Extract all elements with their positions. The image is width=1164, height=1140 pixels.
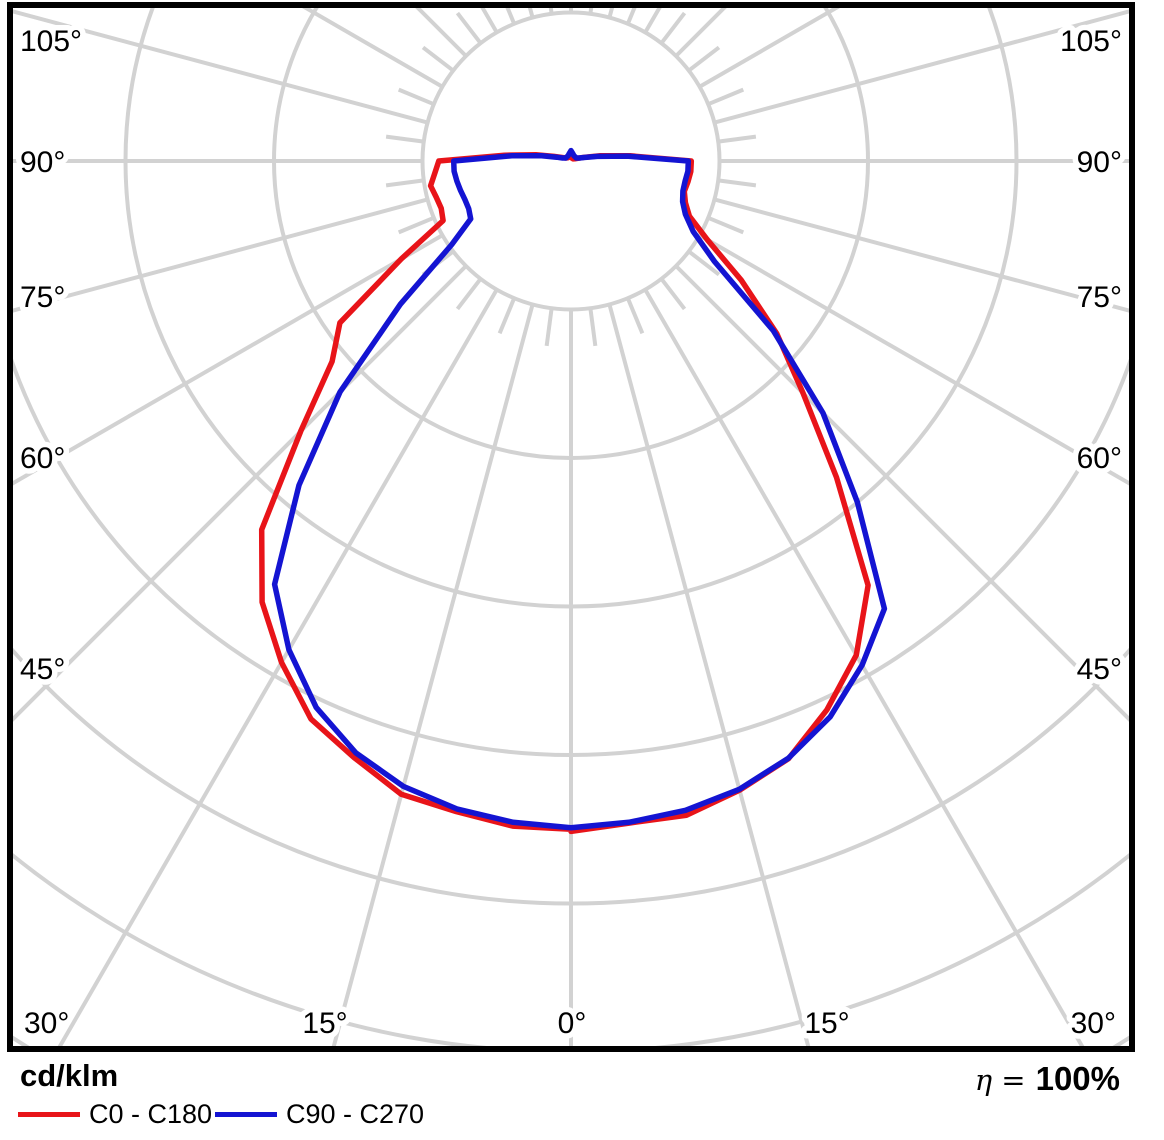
- svg-text:75°: 75°: [20, 281, 65, 314]
- legend-swatch-blue: [215, 1111, 277, 1117]
- svg-text:105°: 105°: [20, 25, 82, 58]
- svg-text:75°: 75°: [1077, 281, 1122, 314]
- svg-text:90°: 90°: [20, 146, 65, 179]
- legend-item-c90-c270: C90 - C270: [215, 1099, 424, 1129]
- svg-text:30°: 30°: [24, 1007, 69, 1040]
- legend-label-c90-c270: C90 - C270: [286, 1098, 425, 1129]
- svg-text:90°: 90°: [1077, 146, 1122, 179]
- svg-text:15°: 15°: [302, 1007, 347, 1040]
- svg-text:105°: 105°: [1060, 25, 1122, 58]
- svg-text:45°: 45°: [20, 653, 65, 686]
- efficiency-label: η = 100%: [975, 1060, 1120, 1098]
- svg-text:0°: 0°: [558, 1007, 587, 1040]
- legend-item-c0-c180: C0 - C180: [18, 1099, 212, 1129]
- svg-text:60°: 60°: [1077, 442, 1122, 475]
- svg-text:15°: 15°: [804, 1007, 849, 1040]
- eta-value: 100%: [1035, 1060, 1120, 1097]
- eta-symbol: η =: [974, 1063, 1026, 1097]
- legend-swatch-red: [18, 1111, 80, 1117]
- svg-text:30°: 30°: [1071, 1007, 1116, 1040]
- unit-label: cd/klm: [20, 1058, 119, 1093]
- legend-label-c0-c180: C0 - C180: [89, 1098, 213, 1129]
- svg-text:45°: 45°: [1077, 653, 1122, 686]
- svg-text:60°: 60°: [20, 442, 65, 475]
